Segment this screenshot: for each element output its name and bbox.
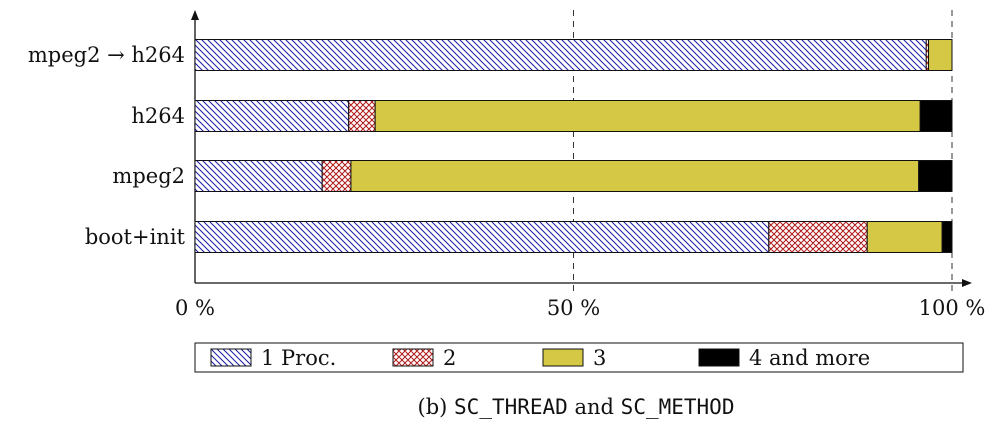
- legend: 1 Proc. 2 3 4 and more: [194, 342, 964, 373]
- category-label-h264: h264: [131, 104, 185, 128]
- bar-h264-3: [374, 100, 921, 132]
- chart-caption: (b) SC_THREAD and SC_METHOD: [418, 395, 735, 419]
- legend-swatch-1-proc: [210, 348, 252, 367]
- bar-boot-init-1-proc: [194, 221, 770, 253]
- caption-code-method: SC_METHOD: [621, 395, 735, 419]
- bar-mpeg2-h264-3: [928, 39, 953, 71]
- legend-swatch-4-and-more: [698, 348, 740, 367]
- legend-label-4-and-more: 4 and more: [749, 346, 870, 370]
- x-tick-label-0: 0 %: [175, 296, 215, 320]
- bar-h264-2: [348, 100, 376, 132]
- category-label-boot-init: boot+init: [85, 225, 186, 249]
- legend-label-1-proc: 1 Proc.: [261, 346, 336, 370]
- bar-h264-1-proc: [194, 100, 350, 132]
- bar-boot-init-2: [768, 221, 868, 253]
- caption-code-thread: SC_THREAD: [454, 395, 568, 419]
- bar-mpeg2-4-and-more: [918, 160, 953, 192]
- labels-layer: mpeg2 → h264 h264 mpeg2 boot+init 0 % 50 % 100…: [28, 43, 986, 320]
- bar-h264-4-and-more: [919, 100, 953, 132]
- bars-layer: [194, 39, 953, 253]
- legend-label-3: 3: [593, 346, 606, 370]
- x-tick-label-50: 50 %: [547, 296, 600, 320]
- x-axis-arrow: [962, 279, 972, 287]
- legend-swatch-3: [542, 348, 584, 367]
- bar-boot-init-4-and-more: [941, 221, 953, 253]
- bar-mpeg2-3: [350, 160, 920, 192]
- category-label-mpeg2: mpeg2: [112, 164, 185, 188]
- bar-boot-init-3: [866, 221, 943, 253]
- bar-mpeg2-2: [321, 160, 352, 192]
- x-tick-label-100: 100 %: [919, 296, 986, 320]
- legend-label-2: 2: [443, 346, 456, 370]
- bar-mpeg2-1-proc: [194, 160, 323, 192]
- bar-mpeg2-h264-1-proc: [194, 39, 927, 71]
- caption-mid: and: [568, 395, 621, 419]
- category-label-mpeg2-h264: mpeg2 → h264: [28, 43, 185, 67]
- caption-prefix: (b): [418, 395, 455, 419]
- y-axis-arrow: [191, 10, 199, 20]
- legend-swatch-2: [392, 348, 434, 367]
